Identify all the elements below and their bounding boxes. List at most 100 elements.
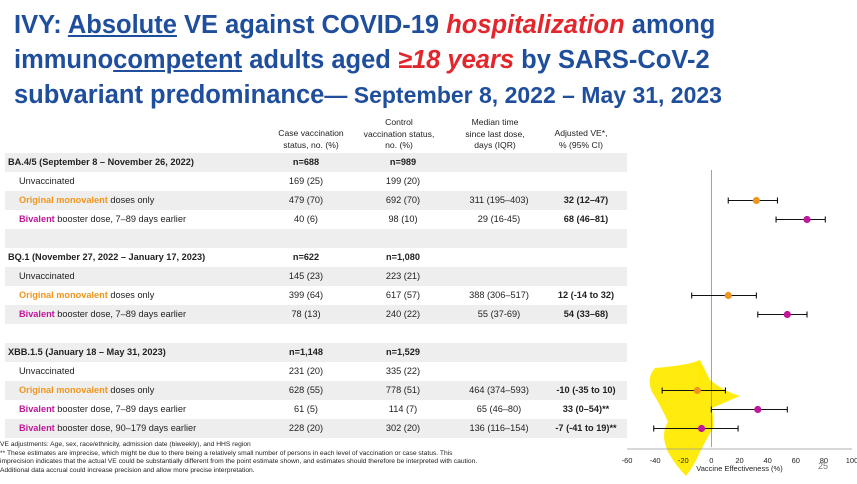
case-count: 228 (20) [288, 423, 324, 433]
table-row: Unvaccinated 169 (25) 199 (20) [5, 172, 627, 191]
vaccine-type-label: Original monovalent [19, 290, 108, 300]
table-row: Original monovalent doses only 479 (70) 69… [5, 191, 627, 210]
control-total: n=1,080 [386, 252, 420, 262]
title-sarscov2: by SARS-CoV-2 [514, 46, 710, 74]
x-axis-label: Vaccine Effectiveness (%) [696, 464, 783, 473]
control-count: 335 (22) [385, 366, 421, 376]
case-count: 61 (5) [293, 404, 318, 414]
row-label: Bivalent booster dose, 7–89 days earlier [8, 214, 186, 224]
point-estimate [783, 310, 791, 319]
highlighter-mark [649, 360, 740, 476]
median-time: 388 (306–517) [469, 290, 529, 300]
footnote-line: ** These estimates are imprecise, which … [0, 449, 453, 457]
title-dates: — September 8, 2022 – May 31, 2023 [324, 82, 722, 108]
dose-description: doses only [107, 195, 155, 205]
control-count: 240 (22) [385, 309, 421, 319]
row-label: Unvaccinated [19, 366, 75, 376]
footnote-line: imprecision indicates that the actual VE… [0, 458, 478, 466]
adjusted-ve: 33 (0–54)** [562, 404, 610, 414]
table-row: Unvaccinated 231 (20) 335 (22) [5, 362, 627, 381]
case-count: 40 (6) [293, 214, 318, 224]
median-time: 311 (195–403) [469, 195, 529, 205]
table-row: Bivalent booster dose, 90–179 days earli… [5, 419, 627, 438]
median-time: 55 (37-69) [477, 309, 521, 319]
section-label: XBB.1.5 (January 18 – May 31, 2023) [8, 347, 166, 357]
vaccine-type-label: Bivalent [19, 423, 55, 433]
title-immuno: immuno [14, 46, 114, 74]
dose-description: booster dose, 7–89 days earlier [54, 214, 187, 224]
header-ve: Adjusted VE*, % (95% CI) [554, 128, 608, 150]
table-row: Bivalent booster dose, 7–89 days earlier… [5, 400, 627, 419]
section-row: BA.4/5 (September 8 – November 26, 2022)… [5, 153, 627, 172]
case-count: 145 (23) [288, 271, 324, 281]
row-label: Unvaccinated [19, 271, 75, 281]
title-hospitalization: hospitalization [446, 11, 625, 39]
title-absolute: Absolute [67, 11, 177, 39]
slide-title: IVY: Absolute VE against COVID-19 hospit… [14, 8, 844, 113]
title-prefix: IVY: [14, 11, 68, 39]
x-tick-label: 20 [735, 456, 743, 465]
title-line-3: subvariant predominance— September 8, 20… [14, 78, 844, 113]
point-estimate [724, 291, 732, 300]
x-tick-label: 100 [846, 456, 857, 465]
row-label: Original monovalent doses only [8, 290, 154, 300]
control-count: 302 (20) [385, 423, 421, 433]
section-label: BA.4/5 (September 8 – November 26, 2022) [8, 157, 194, 167]
table-row: Bivalent booster dose, 7–89 days earlier… [5, 305, 627, 324]
median-time: 136 (116–154) [469, 423, 529, 433]
case-count: 479 (70) [288, 195, 324, 205]
dose-description: booster dose, 90–179 days earlier [54, 423, 197, 433]
case-count: 628 (55) [288, 385, 324, 395]
adjusted-ve: 12 (-14 to 32) [557, 290, 615, 300]
vaccine-type-label: Bivalent [19, 404, 55, 414]
dose-description: doses only [107, 385, 155, 395]
row-label: Bivalent booster dose, 90–179 days earli… [8, 423, 196, 433]
x-tick-label: -40 [650, 456, 661, 465]
control-total: n=1,529 [386, 347, 420, 357]
table-row: Original monovalent doses only 628 (55) 77… [5, 381, 627, 400]
title-subvariant: subvariant predominance [14, 81, 325, 109]
vaccine-type-label: Bivalent [19, 309, 55, 319]
median-time: 29 (16-45) [477, 214, 521, 224]
point-estimate [754, 405, 762, 414]
case-total: n=1,148 [289, 347, 323, 357]
control-count: 692 (70) [385, 195, 421, 205]
section-label: BQ.1 (November 27, 2022 – January 17, 20… [8, 252, 206, 262]
table-row: Bivalent booster dose, 7–89 days earlier… [5, 210, 627, 229]
x-tick-label: 80 [820, 456, 828, 465]
point-estimate [803, 215, 811, 224]
row-label: Bivalent booster dose, 7–89 days earlier [8, 309, 186, 319]
median-time: 464 (374–593) [469, 385, 529, 395]
x-tick-label: 60 [792, 456, 800, 465]
row-label: Original monovalent doses only [8, 195, 154, 205]
title-suffix: among [624, 11, 716, 39]
table-row: Original monovalent doses only 399 (64) 61… [5, 286, 627, 305]
page-number: 25 [818, 461, 829, 471]
control-count: 223 (21) [385, 271, 421, 281]
point-estimate [693, 386, 701, 395]
control-count: 199 (20) [385, 176, 421, 186]
case-count: 169 (25) [288, 176, 324, 186]
case-total: n=688 [292, 157, 320, 167]
case-total: n=622 [292, 252, 320, 262]
control-count: 778 (51) [385, 385, 421, 395]
vaccine-type-label: Original monovalent [19, 385, 108, 395]
dose-description: booster dose, 7–89 days earlier [54, 404, 187, 414]
vaccine-type-label: Bivalent [19, 214, 55, 224]
footnote-line: Additional data accrual could increase p… [0, 466, 255, 474]
adjusted-ve: 68 (46–81) [563, 214, 609, 224]
spacer-row [5, 229, 627, 248]
header-control: Control vaccination status, no. (%) [363, 117, 435, 150]
title-line-2: immunocompetent adults aged ≥18 years by… [14, 43, 844, 78]
point-estimate [752, 196, 760, 205]
x-tick-label: 0 [709, 456, 713, 465]
row-label: Original monovalent doses only [8, 385, 154, 395]
dose-description: doses only [107, 290, 155, 300]
title-line-1: IVY: Absolute VE against COVID-19 hospit… [14, 8, 844, 43]
table-row: Unvaccinated 145 (23) 223 (21) [5, 267, 627, 286]
case-count: 231 (20) [288, 366, 324, 376]
x-tick-label: 40 [763, 456, 771, 465]
title-mid: VE against COVID-19 [176, 11, 447, 39]
control-count: 617 (57) [385, 290, 421, 300]
